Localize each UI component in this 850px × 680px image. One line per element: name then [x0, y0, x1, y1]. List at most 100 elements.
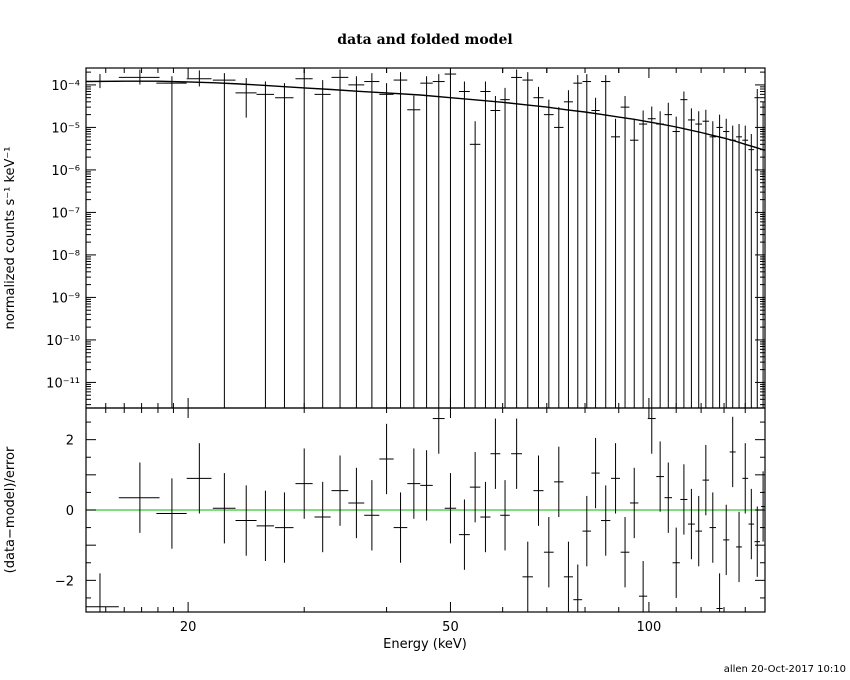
data-point — [573, 75, 583, 408]
residual-point — [118, 462, 160, 533]
residual-point — [620, 517, 630, 588]
folded-model-line — [85, 80, 766, 151]
residual-point — [680, 464, 688, 535]
data-point — [702, 109, 710, 408]
data-point — [582, 74, 592, 408]
residual-point — [533, 455, 544, 526]
residual-point — [444, 473, 457, 544]
data-point — [695, 111, 703, 408]
data-point — [458, 81, 470, 408]
residual-point — [212, 473, 236, 544]
bottom-panel: 20 50 100 −2 0 2 (data−model)/error Energy (k… — [3, 407, 766, 652]
residual-point — [420, 450, 433, 521]
data-point — [420, 76, 433, 408]
top-y-axis-label: normalized counts s⁻¹ keV⁻¹ — [3, 147, 18, 330]
data-point — [647, 106, 656, 408]
residual-point — [601, 485, 611, 556]
residual-point — [647, 408, 656, 454]
x-tick-label: 20 — [180, 620, 197, 635]
residual-point — [656, 441, 664, 512]
top-y-tick-label: 10⁻⁴ — [51, 79, 80, 94]
residual-point — [742, 443, 749, 514]
residual-point — [331, 455, 349, 526]
data-point — [736, 124, 742, 408]
residual-point — [754, 506, 760, 577]
residual-point — [573, 564, 583, 612]
residual-point — [490, 418, 501, 489]
residual-point — [511, 418, 523, 489]
data-point — [754, 89, 760, 408]
residual-point — [748, 488, 755, 560]
bottom-panel-frame — [85, 407, 766, 613]
residual-point — [702, 444, 710, 516]
residual-point — [469, 451, 481, 523]
data-point — [490, 95, 501, 408]
data-point — [620, 95, 630, 408]
residual-point — [582, 495, 592, 567]
data-point — [723, 118, 730, 408]
data-point — [554, 107, 564, 408]
residual-point — [186, 443, 212, 514]
data-point — [680, 91, 688, 408]
data-point — [591, 97, 600, 408]
data-point — [118, 69, 160, 85]
data-point — [522, 72, 533, 408]
top-panel-frame — [85, 67, 766, 409]
residual-point — [500, 480, 510, 551]
top-y-tick-label: 10⁻⁵ — [51, 121, 80, 136]
data-point — [629, 119, 639, 408]
data-point — [393, 72, 408, 408]
x-tick-label: 100 — [636, 620, 661, 635]
data-point — [379, 83, 394, 408]
residual-point — [295, 448, 313, 519]
residual-point — [709, 492, 716, 563]
residual-point — [235, 485, 257, 556]
residual-point — [639, 561, 648, 612]
data-point — [543, 99, 554, 408]
top-y-tick-label: 10⁻⁹ — [51, 291, 80, 306]
data-point — [348, 76, 365, 408]
top-y-tick-label: 10⁻¹¹ — [46, 376, 80, 391]
residual-data-marks — [86, 408, 765, 612]
data-point — [729, 125, 736, 408]
residual-point — [393, 492, 408, 563]
data-point — [432, 74, 445, 408]
data-point — [601, 75, 611, 408]
data-point — [748, 133, 755, 408]
resid-y-tick-label: −2 — [55, 574, 74, 589]
data-point — [331, 69, 349, 408]
residual-point — [432, 408, 445, 454]
data-point — [611, 118, 621, 408]
residual-point — [458, 499, 470, 570]
residual-point — [716, 573, 723, 612]
data-point — [295, 70, 313, 408]
residual-point — [522, 541, 533, 612]
residual-point — [364, 480, 380, 551]
data-point — [500, 87, 510, 408]
data-point — [687, 108, 695, 408]
data-point — [672, 116, 680, 408]
data-point — [664, 102, 673, 408]
x-tick-label: 50 — [442, 620, 459, 635]
data-point — [709, 121, 716, 408]
residual-point — [407, 448, 421, 519]
data-point — [212, 73, 236, 408]
footer-stamp: allen 20-Oct-2017 10:10 — [724, 664, 846, 675]
data-point — [256, 81, 275, 408]
bottom-y-axis-label: (data−model)/error — [3, 446, 18, 573]
data-point — [275, 83, 294, 408]
data-point — [364, 73, 380, 408]
residual-point — [563, 541, 573, 612]
data-point — [314, 80, 331, 408]
residual-point — [629, 467, 639, 539]
residual-point — [379, 423, 394, 495]
residual-point — [156, 478, 187, 549]
top-data-marks — [86, 68, 765, 408]
resid-y-tick-label: 0 — [66, 504, 74, 519]
data-point — [511, 69, 523, 408]
residual-point — [611, 443, 621, 514]
residual-point — [729, 416, 736, 488]
resid-y-tick-label: 2 — [66, 434, 74, 449]
data-point — [407, 95, 421, 408]
